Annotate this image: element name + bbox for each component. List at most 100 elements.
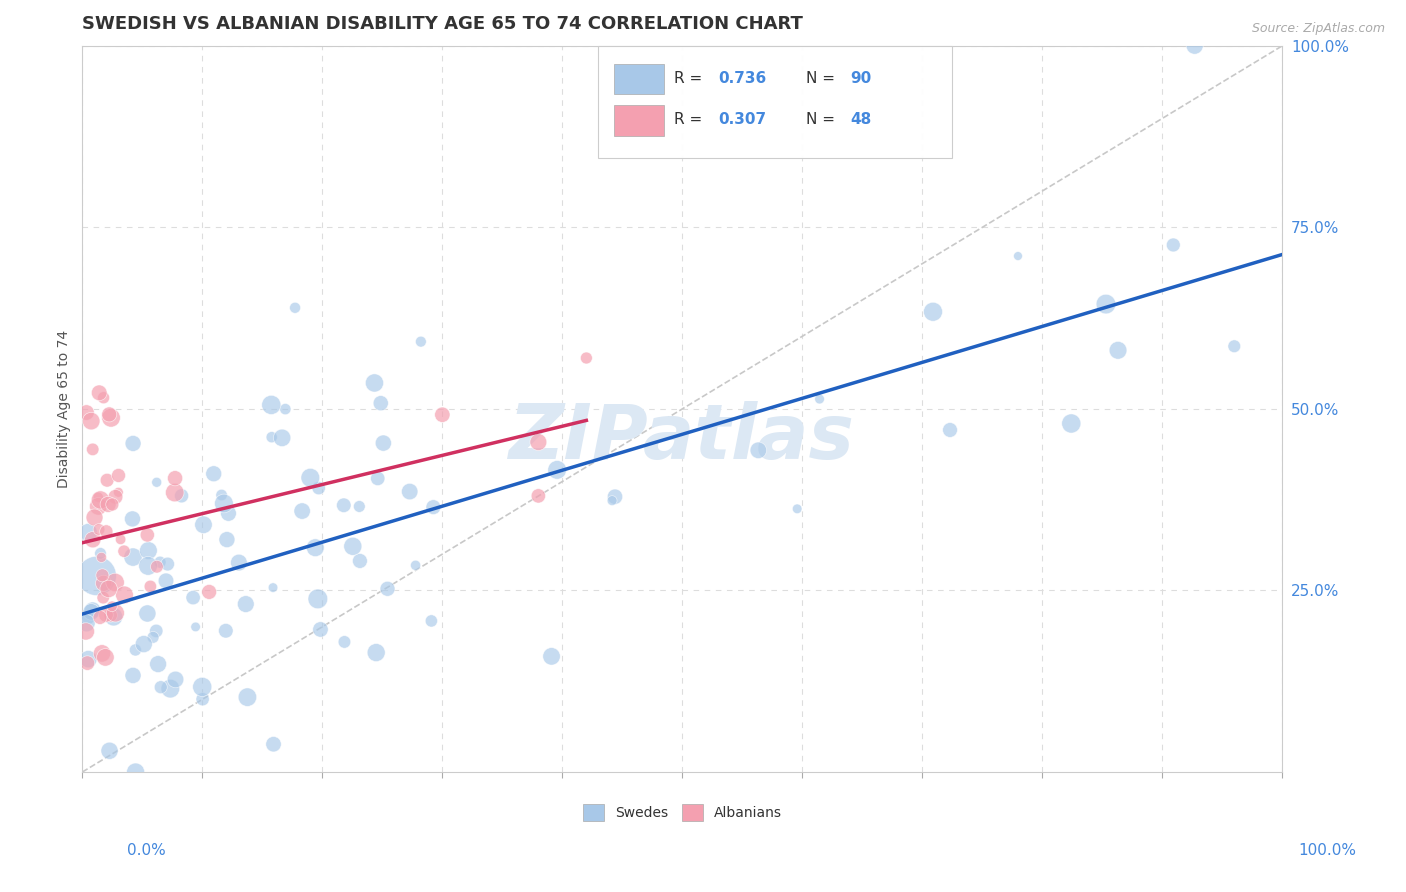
Point bbox=[107, 468, 129, 483]
Point bbox=[97, 497, 120, 511]
Text: N =: N = bbox=[806, 70, 839, 86]
Point bbox=[235, 597, 257, 611]
FancyBboxPatch shape bbox=[614, 105, 665, 136]
Point bbox=[184, 620, 207, 634]
Point bbox=[546, 463, 568, 477]
Point bbox=[87, 500, 110, 514]
Point bbox=[575, 351, 598, 365]
Text: 0.0%: 0.0% bbox=[127, 843, 166, 858]
Point bbox=[366, 646, 388, 660]
Point bbox=[80, 605, 103, 619]
Point bbox=[333, 498, 356, 512]
Point bbox=[87, 523, 110, 537]
Point bbox=[202, 467, 225, 481]
Point bbox=[112, 544, 135, 558]
Point bbox=[1184, 38, 1206, 53]
Text: R =: R = bbox=[673, 70, 707, 86]
Point bbox=[89, 385, 111, 400]
Point bbox=[149, 555, 172, 569]
Point bbox=[1223, 339, 1246, 353]
Point bbox=[333, 635, 356, 649]
Point bbox=[76, 405, 98, 419]
Point bbox=[377, 582, 399, 596]
Point bbox=[373, 436, 395, 450]
Point bbox=[603, 490, 626, 504]
Point bbox=[527, 489, 550, 503]
Point bbox=[139, 579, 162, 593]
Text: ZIPatlas: ZIPatlas bbox=[509, 401, 855, 475]
Point bbox=[142, 631, 165, 645]
Point bbox=[211, 488, 233, 502]
Point bbox=[263, 737, 285, 751]
Point bbox=[97, 582, 120, 596]
Point bbox=[540, 649, 562, 664]
Point bbox=[236, 690, 259, 705]
Point bbox=[309, 623, 332, 637]
Point bbox=[100, 410, 122, 425]
Point bbox=[432, 408, 454, 422]
Point bbox=[215, 624, 238, 638]
Point bbox=[155, 574, 177, 588]
Point bbox=[228, 556, 250, 570]
Point bbox=[89, 546, 111, 560]
Point bbox=[308, 481, 330, 495]
Point bbox=[94, 650, 117, 665]
Point bbox=[121, 512, 143, 526]
Point bbox=[82, 442, 104, 457]
Point bbox=[1161, 238, 1184, 252]
Point bbox=[370, 396, 392, 410]
Point bbox=[527, 435, 550, 450]
Point bbox=[83, 510, 105, 524]
Point bbox=[786, 501, 808, 516]
Text: SWEDISH VS ALBANIAN DISABILITY AGE 65 TO 74 CORRELATION CHART: SWEDISH VS ALBANIAN DISABILITY AGE 65 TO… bbox=[83, 15, 803, 33]
Point bbox=[146, 559, 169, 574]
Point bbox=[260, 430, 283, 444]
Point bbox=[367, 471, 389, 485]
Legend: Swedes, Albanians: Swedes, Albanians bbox=[578, 798, 787, 827]
Point bbox=[149, 680, 172, 694]
Point bbox=[600, 493, 623, 508]
Point bbox=[212, 496, 235, 510]
Point bbox=[104, 606, 127, 620]
Point bbox=[96, 524, 118, 539]
Point bbox=[100, 608, 122, 623]
Point bbox=[363, 376, 385, 390]
Point bbox=[101, 599, 124, 614]
Point bbox=[103, 610, 125, 624]
Point bbox=[104, 490, 127, 504]
Point bbox=[124, 643, 146, 657]
Point bbox=[922, 305, 945, 319]
Point bbox=[284, 301, 307, 315]
Point bbox=[122, 668, 145, 682]
Point bbox=[1107, 343, 1129, 358]
Point bbox=[122, 550, 145, 565]
Point bbox=[349, 500, 371, 514]
Point bbox=[193, 517, 215, 532]
Point bbox=[89, 610, 111, 624]
Point bbox=[138, 543, 160, 558]
Point bbox=[76, 656, 98, 670]
Point bbox=[90, 550, 112, 565]
Point bbox=[271, 431, 294, 445]
Point bbox=[77, 652, 100, 666]
Point bbox=[409, 334, 432, 349]
Point bbox=[299, 471, 322, 485]
Point bbox=[75, 624, 97, 639]
Point bbox=[1060, 417, 1083, 431]
Point bbox=[405, 558, 427, 573]
Y-axis label: Disability Age 65 to 74: Disability Age 65 to 74 bbox=[58, 330, 72, 488]
Point bbox=[104, 575, 127, 590]
Point bbox=[198, 585, 221, 599]
FancyBboxPatch shape bbox=[599, 45, 952, 158]
Point bbox=[304, 541, 326, 555]
Point bbox=[136, 607, 159, 621]
Point bbox=[93, 576, 115, 591]
Point bbox=[82, 533, 104, 547]
Text: 48: 48 bbox=[851, 112, 872, 128]
Point bbox=[96, 473, 118, 487]
Point bbox=[420, 614, 443, 628]
Point bbox=[191, 680, 214, 694]
Point bbox=[146, 657, 169, 671]
Point bbox=[274, 402, 297, 417]
Point bbox=[156, 557, 179, 571]
